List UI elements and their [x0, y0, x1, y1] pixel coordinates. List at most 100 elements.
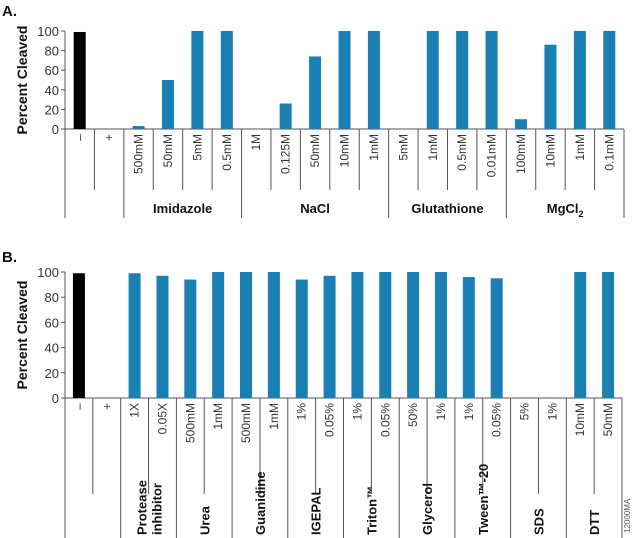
group-label: SDS [531, 508, 546, 535]
x-tick-label: + [100, 403, 114, 410]
x-tick-label: 0.01mM [485, 134, 499, 177]
bar [309, 56, 322, 130]
bar [485, 31, 498, 129]
group-label: DTT [587, 510, 602, 535]
x-tick-label: 1mM [267, 403, 281, 430]
y-tick-label: 100 [37, 265, 59, 280]
x-tick-label: 1mM [367, 134, 381, 161]
x-tick-label: 1mM [573, 134, 587, 161]
x-tick-label: 50mM [161, 134, 175, 167]
y-tick-label: 100 [37, 24, 59, 39]
x-tick-label: 1M [249, 134, 263, 151]
group-label: Glutathione [411, 201, 483, 216]
x-tick-label: 5% [518, 403, 532, 421]
x-tick-label: 0.05% [323, 403, 337, 437]
x-tick-label: 5mM [190, 134, 204, 161]
group-label: Triton™ [364, 486, 379, 535]
bar [490, 278, 503, 398]
x-tick-label: 500mM [239, 403, 253, 443]
bar [184, 279, 197, 398]
x-tick-label: 1% [434, 403, 448, 421]
panel-a: A. Percent Cleaved 0 20 40 60 80 100 – +500mM 50mM… [2, 3, 625, 219]
group-label: Tween™-20 [476, 464, 491, 535]
x-tick-label: 0.1mM [602, 134, 616, 171]
x-tick-label: 10mM [338, 134, 352, 167]
y-tick-label: 80 [45, 290, 59, 305]
figure-code: 12000MA [623, 498, 632, 533]
bar [240, 272, 253, 398]
panel-b: B. Percent Cleaved 0 20 40 60 80 100 – +1X 0.05X Pr… [2, 249, 623, 538]
y-axis-label: Percent Cleaved [14, 281, 30, 390]
bar [72, 273, 85, 398]
bar [191, 31, 204, 129]
x-tick-label: 1% [462, 403, 476, 421]
bar [220, 31, 233, 129]
y-tick-label: 40 [45, 83, 59, 98]
bar [212, 272, 225, 398]
bar [456, 31, 469, 129]
group-label: Protease [135, 480, 150, 535]
y-tick-label: 60 [45, 63, 59, 78]
x-tick-label: 50mM [601, 403, 615, 436]
group-label: NaCl [300, 201, 330, 216]
bar [379, 272, 392, 398]
x-tick-label: 1% [295, 403, 309, 421]
bar [295, 279, 308, 398]
bar [73, 31, 86, 130]
bar [338, 31, 351, 129]
bar [573, 31, 586, 129]
bar [128, 273, 141, 398]
bar [132, 126, 145, 129]
x-tick-label: 100mM [514, 134, 528, 174]
x-tick-label: 0.125M [279, 134, 293, 174]
bar [407, 272, 420, 398]
x-tick-label: + [102, 134, 116, 141]
bar [574, 272, 587, 398]
group-label: Urea [197, 505, 212, 535]
bar [434, 272, 447, 398]
y-tick-label: 40 [45, 341, 59, 356]
x-tick-label: 1% [545, 403, 559, 421]
x-tick-label: 0.5mM [220, 134, 234, 171]
bar [462, 277, 475, 398]
bar [367, 31, 380, 129]
x-tick-label: 1mM [426, 134, 440, 161]
y-tick-label: 20 [45, 102, 59, 117]
bar [156, 275, 169, 398]
group-label-subscript: 2 [579, 209, 584, 219]
y-tick-label: 80 [45, 44, 59, 59]
group-label: Glycerol [420, 483, 435, 535]
bar [426, 31, 439, 129]
bar [279, 103, 292, 129]
x-tick-label: 0.5mM [455, 134, 469, 171]
y-tick-label: 0 [52, 391, 59, 406]
x-tick-label: 0.05% [378, 403, 392, 437]
x-tick-label: 0.05X [155, 403, 169, 434]
group-label-line2: inhibitor [150, 483, 165, 535]
x-tick-label: 1% [350, 403, 364, 421]
y-axis-label: Percent Cleaved [14, 26, 30, 135]
y-tick-label: 60 [45, 315, 59, 330]
x-tick-label: 500mM [183, 403, 197, 443]
x-tick-label: – [73, 134, 87, 141]
x-tick-label: 500mM [132, 134, 146, 174]
bar [161, 80, 174, 129]
bar [267, 272, 280, 398]
y-tick-label: 20 [45, 366, 59, 381]
x-tick-label: 0.05% [490, 403, 504, 437]
panel-label: A. [2, 3, 17, 20]
x-tick-label: 10mM [543, 134, 557, 167]
x-tick-label: 1X [128, 403, 142, 418]
bar [323, 275, 336, 398]
group-label: IGEPAL [309, 488, 324, 535]
x-tick-label: 1mM [211, 403, 225, 430]
x-tick-label: – [72, 403, 86, 410]
x-tick-label: 50mM [308, 134, 322, 167]
bar [603, 31, 616, 129]
bar [544, 44, 557, 129]
group-label: Imidazole [153, 201, 212, 216]
bar [602, 272, 615, 398]
group-label: MgCl2 [547, 201, 584, 219]
x-tick-label: 5mM [396, 134, 410, 161]
